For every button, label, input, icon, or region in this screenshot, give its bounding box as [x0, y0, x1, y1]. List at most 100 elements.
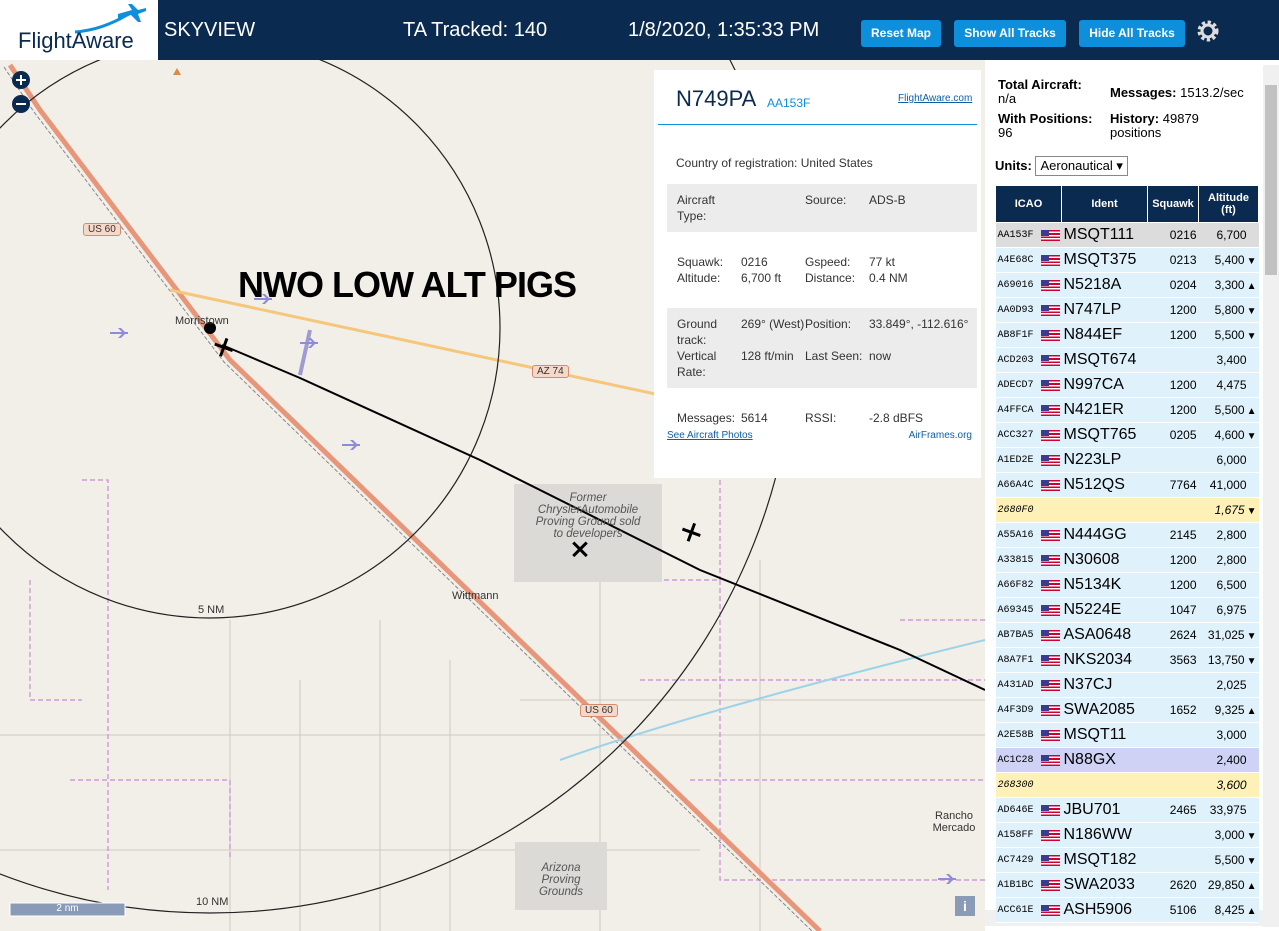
flightaware-link[interactable]: FlightAware.com [898, 93, 973, 104]
flag-icon [1040, 554, 1060, 566]
aircraft-row[interactable]: ACC327 MSQT765 0205 4,600 ▼ [995, 422, 1259, 448]
ident-cell: N747LP [1061, 297, 1148, 323]
aircraft-row[interactable]: A8A7F1 NKS2034 3563 13,750 ▼ [995, 647, 1259, 673]
altitude-trend: ▼ [1246, 256, 1257, 267]
column-header[interactable]: Ident [1061, 185, 1148, 223]
aircraft-row[interactable]: ACC61E ASH5906 5106 8,425 ▲ [995, 897, 1259, 923]
field-value: 0216 [741, 255, 768, 269]
altitude-cell: 5,400 ▼ [1198, 247, 1259, 273]
altitude-cell: 8,425 ▲ [1198, 897, 1259, 923]
map-label: US 60 [83, 223, 121, 236]
logo-icon [74, 4, 146, 34]
aircraft-row[interactable]: AD646E JBU701 2465 33,975 [995, 797, 1259, 823]
map-label: Rancho Mercado [932, 810, 976, 834]
altitude-value: 8,425 [1214, 903, 1245, 917]
aircraft-row[interactable]: A69016 N5218A 0204 3,300 ▲ [995, 272, 1259, 298]
field-label: RSSI: [805, 411, 837, 425]
column-header[interactable]: Squawk [1147, 185, 1199, 223]
aircraft-row[interactable]: AB7BA5 ASA0648 2624 31,025 ▼ [995, 622, 1259, 648]
icao-cell: A33815 [995, 547, 1040, 573]
altitude-trend: ▼ [1246, 506, 1257, 517]
flag-icon [1040, 679, 1060, 691]
icao-cell: AB7BA5 [995, 622, 1040, 648]
ident-cell: MSQT765 [1061, 422, 1148, 448]
aircraft-row[interactable]: A55A16 N444GG 2145 2,800 [995, 522, 1259, 548]
flag-icon [1040, 904, 1060, 916]
header: FlightAware SKYVIEW TA Tracked: 140 1/8/… [0, 0, 1279, 60]
flag-cell [1039, 297, 1062, 323]
hide-tracks-button[interactable]: Hide All Tracks [1079, 20, 1185, 47]
aircraft-row[interactable]: A33815 N30608 1200 2,800 [995, 547, 1259, 573]
units-select[interactable]: Aeronautical ▾ [1035, 156, 1128, 176]
aircraft-table: ICAO Ident Squawk Altitude (ft) AA153F MSQT11… [995, 185, 1259, 923]
map-label: Morristown [175, 315, 229, 327]
altitude-value: 1,675 [1214, 503, 1245, 517]
aircraft-row[interactable]: A1ED2E N223LP 6,000 [995, 447, 1259, 473]
icao-cell: A66F82 [995, 572, 1040, 598]
flag-cell [1039, 497, 1062, 523]
info-button[interactable] [955, 896, 975, 916]
aircraft-row[interactable]: 2680F0 1,675 ▼ [995, 497, 1259, 523]
flag-cell [1039, 372, 1062, 398]
squawk-cell: 1200 [1147, 297, 1199, 323]
photos-link[interactable]: See Aircraft Photos [667, 430, 753, 441]
svg-text:i: i [963, 898, 967, 914]
ident-cell [1061, 772, 1148, 798]
aircraft-row[interactable]: A431AD N37CJ 2,025 [995, 672, 1259, 698]
altitude-value: 41,000 [1209, 478, 1247, 492]
flag-cell [1039, 397, 1062, 423]
icao-cell: A1B1BC [995, 872, 1040, 898]
squawk-cell [1147, 822, 1199, 848]
aircraft-row[interactable]: 268300 3,600 [995, 772, 1259, 798]
ident-cell: MSQT11 [1061, 722, 1148, 748]
aircraft-row[interactable]: A69345 N5224E 1047 6,975 [995, 597, 1259, 623]
altitude-value: 6,700 [1216, 228, 1247, 242]
aircraft-row[interactable]: A66A4C N512QS 7764 41,000 [995, 472, 1259, 498]
settings-gear[interactable] [1196, 19, 1220, 43]
altitude-trend: ▲ [1246, 706, 1257, 717]
ident-cell: N421ER [1061, 397, 1148, 423]
aircraft-row[interactable]: A2E58B MSQT11 3,000 [995, 722, 1259, 748]
aircraft-row[interactable]: A4F3D9 SWA2085 1652 9,325 ▲ [995, 697, 1259, 723]
ident-cell: N444GG [1061, 522, 1148, 548]
altitude-cell: 3,000 ▼ [1198, 822, 1259, 848]
aircraft-row[interactable]: AB8F1F N844EF 1200 5,500 ▼ [995, 322, 1259, 348]
aircraft-row[interactable]: A1B1BC SWA2033 2620 29,850 ▲ [995, 872, 1259, 898]
aircraft-row[interactable]: ACD203 MSQT674 3,400 [995, 347, 1259, 373]
aircraft-row[interactable]: AC1C28 N88GX 2,400 [995, 747, 1259, 773]
aircraft-row[interactable]: ADECD7 N997CA 1200 4,475 [995, 372, 1259, 398]
altitude-trend: ▼ [1246, 856, 1257, 867]
ident-cell: MSQT674 [1061, 347, 1148, 373]
scrollbar[interactable] [1263, 65, 1279, 927]
squawk-cell [1147, 772, 1199, 798]
aircraft-row[interactable]: A66F82 N5134K 1200 6,500 [995, 572, 1259, 598]
aircraft-row[interactable]: A158FF N186WW 3,000 ▼ [995, 822, 1259, 848]
aircraft-row[interactable]: AC7429 MSQT182 5,500 ▼ [995, 847, 1259, 873]
aircraft-row[interactable]: A4FFCA N421ER 1200 5,500 ▲ [995, 397, 1259, 423]
field-value: 269° (West) [741, 317, 805, 331]
altitude-cell: 5,800 ▼ [1198, 297, 1259, 323]
aircraft-row[interactable]: AA153F MSQT111 0216 6,700 [995, 222, 1259, 248]
field-label: Ground track: [677, 317, 718, 347]
aircraft-row[interactable]: A4E68C MSQT375 0213 5,400 ▼ [995, 247, 1259, 273]
stat-label: With Positions: [998, 111, 1093, 126]
icao-cell: A1ED2E [995, 447, 1040, 473]
zoom-controls[interactable] [12, 71, 30, 113]
reset-map-button[interactable]: Reset Map [861, 20, 941, 47]
airframes-link[interactable]: AirFrames.org [908, 430, 972, 441]
aircraft-row[interactable]: AA0D93 N747LP 1200 5,800 ▼ [995, 297, 1259, 323]
column-header[interactable]: Altitude (ft) [1198, 185, 1259, 223]
logo[interactable]: FlightAware [0, 0, 158, 60]
column-header[interactable]: ICAO [995, 185, 1062, 223]
map[interactable]: i NWO LOW ALT PIGS Morristown US 60 AZ 74 F… [0, 60, 985, 931]
squawk-cell [1147, 497, 1199, 523]
flag-icon [1040, 629, 1060, 641]
stat-history: History: 49879 positions [1110, 112, 1220, 140]
ident-cell: N186WW [1061, 822, 1148, 848]
icao-cell: AD646E [995, 797, 1040, 823]
show-tracks-button[interactable]: Show All Tracks [954, 20, 1066, 47]
altitude-value: 5,500 [1214, 328, 1245, 342]
flag-cell [1039, 897, 1062, 923]
altitude-trend: ▼ [1246, 331, 1257, 342]
field-value: 33.849°, -112.616° [869, 317, 969, 331]
